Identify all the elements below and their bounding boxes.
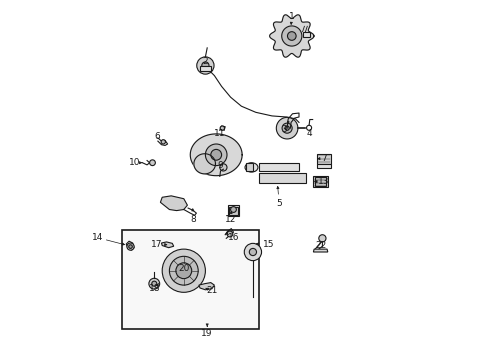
Text: 2: 2 [202,57,208,66]
Circle shape [245,243,262,261]
Bar [246,163,253,171]
Text: 8: 8 [190,215,196,224]
Circle shape [197,57,214,74]
Bar [303,32,310,37]
Text: 10: 10 [129,158,141,167]
Circle shape [202,62,209,69]
Bar [315,177,326,186]
Text: 14: 14 [92,233,103,242]
Circle shape [276,117,298,139]
Text: 9: 9 [217,161,222,170]
Polygon shape [162,242,174,248]
Circle shape [127,243,134,250]
Text: 16: 16 [228,233,239,242]
Polygon shape [199,283,215,290]
Circle shape [282,123,292,133]
Bar [199,66,211,71]
Text: 1: 1 [289,12,294,21]
Circle shape [220,164,227,171]
Ellipse shape [245,163,258,172]
Bar [317,164,331,168]
Text: 12: 12 [225,215,236,224]
Text: 20: 20 [178,264,190,273]
Circle shape [149,160,155,166]
Circle shape [249,248,257,256]
Circle shape [176,263,192,279]
Circle shape [282,26,302,46]
Bar [317,154,331,164]
Circle shape [288,32,296,40]
Text: 15: 15 [263,240,274,249]
Bar [259,163,299,171]
Polygon shape [314,249,328,252]
Bar [259,173,306,183]
Polygon shape [160,196,187,211]
Text: 21: 21 [206,287,218,295]
Circle shape [205,144,227,166]
Circle shape [152,281,157,286]
Text: 3: 3 [282,125,288,134]
Circle shape [285,126,289,130]
Text: 22: 22 [315,241,326,250]
Text: 19: 19 [201,328,213,338]
Bar [314,176,328,187]
Circle shape [220,126,224,130]
Text: 4: 4 [307,129,313,138]
Circle shape [319,235,326,242]
Bar [229,207,238,215]
Polygon shape [194,154,216,174]
Circle shape [162,249,205,292]
Text: 11: 11 [214,129,225,138]
Circle shape [211,149,221,160]
Text: 5: 5 [276,199,282,208]
Polygon shape [190,134,242,176]
Circle shape [149,278,160,289]
Bar [228,205,239,216]
Text: 13: 13 [318,177,330,186]
Circle shape [227,231,233,237]
Text: 17: 17 [151,240,163,248]
Text: 18: 18 [149,284,161,293]
Circle shape [161,140,166,144]
Text: 7: 7 [321,154,327,163]
Circle shape [231,207,236,212]
Bar [122,230,259,329]
Circle shape [129,245,132,248]
Polygon shape [270,15,314,57]
Text: 6: 6 [154,132,160,141]
Circle shape [170,256,198,285]
